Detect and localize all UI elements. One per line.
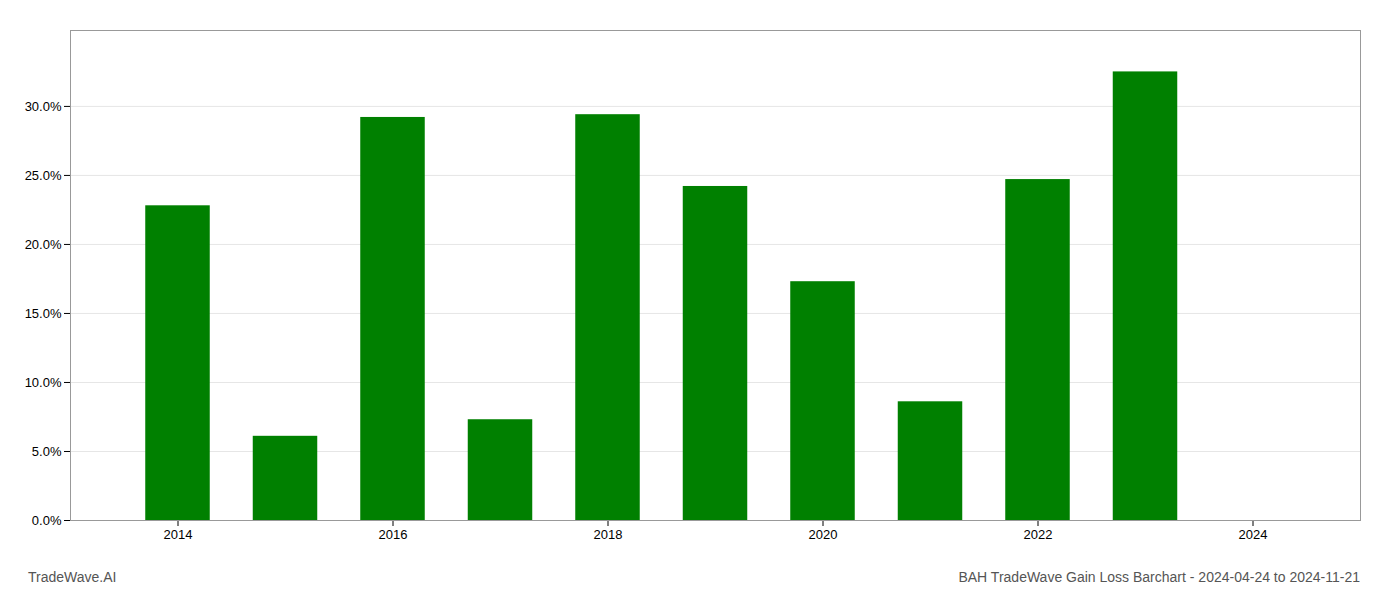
html-text:BAH TradeWave Gain Loss Barcha: BAH TradeWave Gain Loss Barchart - 2024-…	[958, 569, 1360, 585]
svg-text:2020: 2020	[809, 527, 838, 542]
svg-text:0.0%: 0.0%	[32, 513, 62, 528]
svg-text:30.0%: 30.0%	[25, 99, 62, 114]
svg-text:25.0%: 25.0%	[25, 168, 62, 183]
svg-text:5.0%: 5.0%	[32, 444, 62, 459]
html-text:TradeWave.AI: TradeWave.AI	[28, 569, 117, 585]
svg-text:2018: 2018	[594, 527, 623, 542]
svg-text:2022: 2022	[1024, 527, 1053, 542]
svg-text:15.0%: 15.0%	[25, 306, 62, 321]
svg-text:2014: 2014	[164, 527, 193, 542]
svg-text:2016: 2016	[379, 527, 408, 542]
svg-text:2024: 2024	[1239, 527, 1268, 542]
svg-text:10.0%: 10.0%	[25, 375, 62, 390]
svg-text:20.0%: 20.0%	[25, 237, 62, 252]
